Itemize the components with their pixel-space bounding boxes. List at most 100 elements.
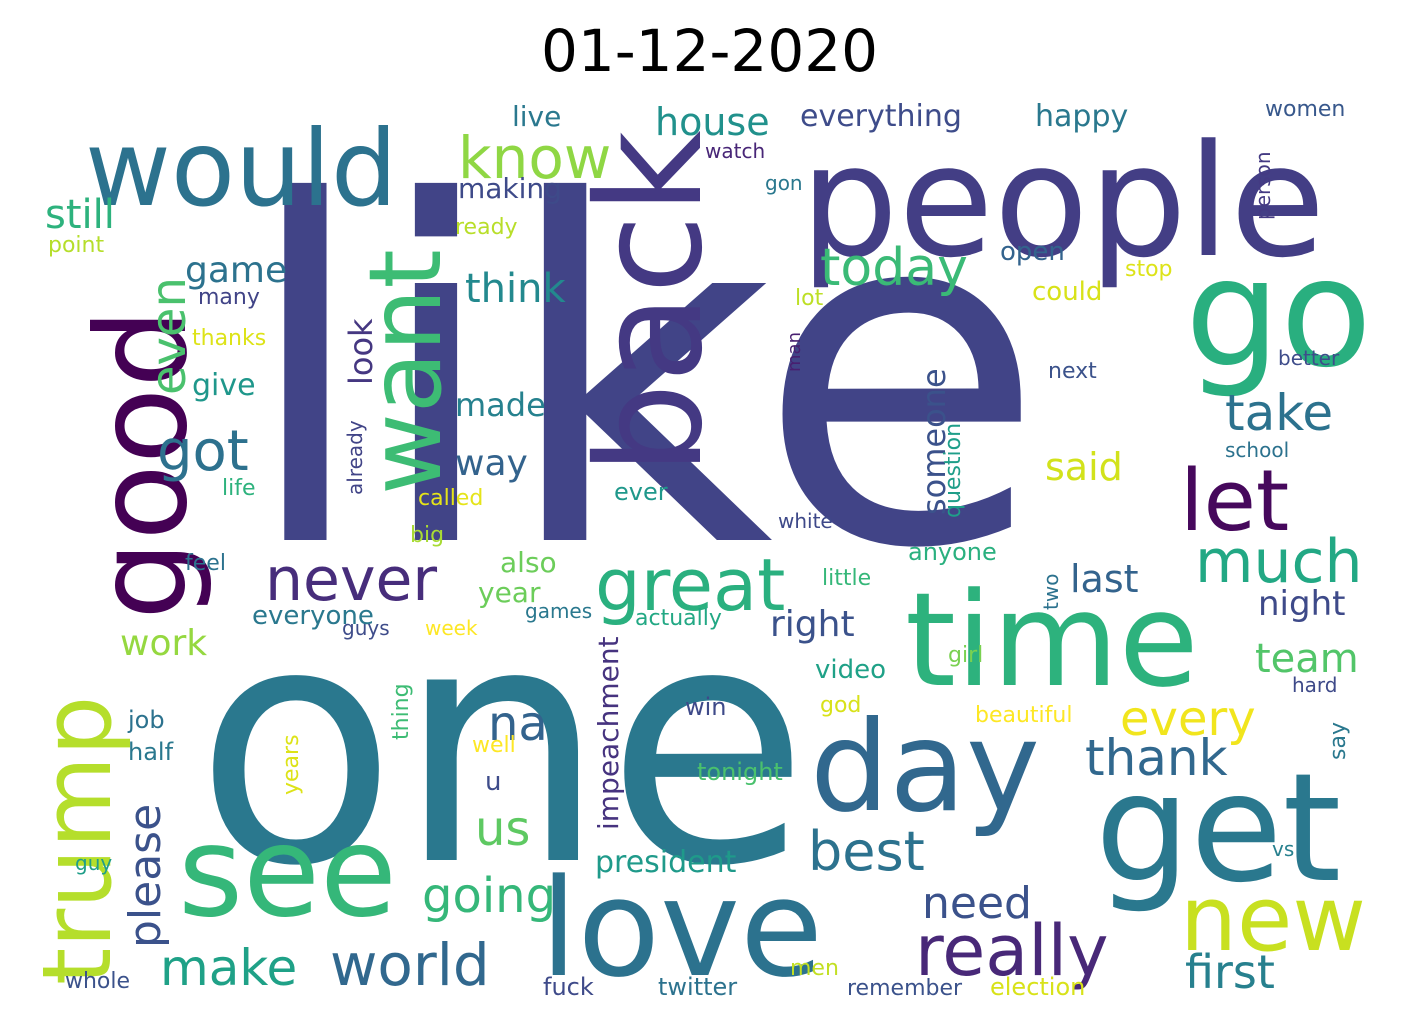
word-say: say: [1326, 722, 1351, 760]
word-still: still: [45, 192, 115, 238]
word-much: much: [1195, 527, 1363, 597]
word-na: na: [488, 696, 548, 752]
word-today: today: [820, 238, 968, 298]
word-called: called: [418, 486, 483, 511]
word-cloud-canvas: likeonepeoplebacktimewouldgoodgetgoloves…: [30, 97, 1372, 1006]
word-half: half: [128, 738, 174, 766]
word-remember: remember: [847, 976, 963, 1001]
word-week: week: [425, 616, 478, 640]
word-well: well: [472, 733, 516, 758]
word-give: give: [192, 368, 256, 403]
word-u: u: [485, 767, 501, 797]
word-little: little: [822, 566, 871, 591]
word-stop: stop: [1125, 257, 1173, 282]
word-said: said: [1045, 445, 1123, 489]
word-made: made: [455, 386, 546, 424]
word-want: want: [347, 249, 464, 495]
word-everything: everything: [800, 99, 962, 134]
word-beautiful: beautiful: [975, 703, 1072, 728]
word-big: big: [410, 523, 444, 548]
word-anyone: anyone: [908, 538, 997, 566]
word-man: man: [784, 332, 805, 372]
word-someone: someone: [915, 368, 953, 515]
word-make: make: [160, 939, 297, 997]
word-men: men: [790, 956, 839, 981]
word-girl: girl: [948, 643, 983, 668]
word-could: could: [1032, 277, 1102, 307]
word-vs: vs: [1272, 837, 1294, 861]
word-point: point: [48, 233, 104, 258]
word-happy: happy: [1035, 99, 1128, 134]
word-live: live: [512, 100, 561, 133]
word-need: need: [922, 878, 1032, 929]
word-really: really: [915, 910, 1109, 992]
word-new: new: [1180, 867, 1366, 972]
word-every: every: [1120, 691, 1256, 747]
word-gon: gon: [765, 171, 803, 195]
word-even: even: [141, 277, 197, 395]
word-look: look: [342, 318, 380, 385]
word-last: last: [1070, 557, 1139, 601]
word-back: back: [566, 130, 735, 475]
word-love: love: [540, 850, 823, 1006]
word-feel: feel: [185, 551, 226, 576]
word-election: election: [990, 973, 1085, 1001]
word-better: better: [1278, 346, 1340, 370]
word-never: never: [265, 545, 437, 615]
word-good: good: [70, 308, 215, 620]
word-like: like: [240, 104, 1046, 651]
word-two: two: [1039, 574, 1063, 610]
word-school: school: [1225, 438, 1289, 462]
word-cloud: like one people back time would good get go love s…: [30, 92, 1390, 1006]
word-person: person: [1251, 151, 1275, 220]
word-open: open: [1000, 237, 1065, 267]
word-go: go: [1185, 227, 1372, 401]
word-also: also: [500, 546, 557, 579]
word-lot: lot: [795, 286, 824, 311]
word-right: right: [770, 604, 855, 645]
word-best: best: [808, 820, 925, 883]
word-get: get: [1095, 742, 1341, 916]
word-win: win: [685, 693, 727, 721]
word-everyone: everyone: [252, 601, 374, 631]
word-see: see: [178, 800, 397, 945]
word-question: question: [941, 423, 966, 518]
word-let: let: [1180, 452, 1289, 551]
word-way: way: [455, 443, 528, 484]
word-night: night: [1258, 584, 1345, 624]
word-white: white: [778, 509, 833, 533]
word-life: life: [222, 476, 256, 501]
word-job: job: [127, 706, 165, 734]
word-first: first: [1185, 945, 1275, 999]
word-would: would: [85, 108, 398, 230]
word-already: already: [343, 420, 367, 495]
word-thanks: thanks: [192, 326, 266, 351]
word-year: year: [478, 576, 541, 609]
word-house: house: [655, 100, 770, 144]
word-actually: actually: [635, 606, 722, 631]
word-us: us: [475, 801, 530, 857]
word-work: work: [120, 623, 207, 664]
word-think: think: [465, 266, 567, 312]
word-got: got: [157, 419, 249, 484]
word-president: president: [595, 845, 737, 880]
word-impeachment: impeachment: [592, 636, 625, 830]
word-time: time: [905, 564, 1199, 716]
word-whole: whole: [65, 969, 130, 994]
word-making: making: [458, 172, 562, 205]
word-tonight: tonight: [697, 758, 783, 786]
word-ever: ever: [614, 478, 668, 506]
word-great: great: [595, 543, 785, 627]
word-day: day: [810, 695, 1040, 840]
word-thing: thing: [389, 683, 414, 740]
word-one: one: [195, 554, 809, 938]
chart-title: 01-12-2020: [540, 17, 879, 85]
word-people: people: [800, 111, 1325, 292]
word-going: going: [422, 868, 556, 924]
word-team: team: [1255, 636, 1359, 682]
word-thank: thank: [1085, 729, 1228, 787]
word-guys: guys: [342, 616, 390, 640]
word-take: take: [1225, 384, 1333, 442]
word-trump: trump: [30, 696, 133, 985]
word-many: many: [198, 285, 260, 310]
